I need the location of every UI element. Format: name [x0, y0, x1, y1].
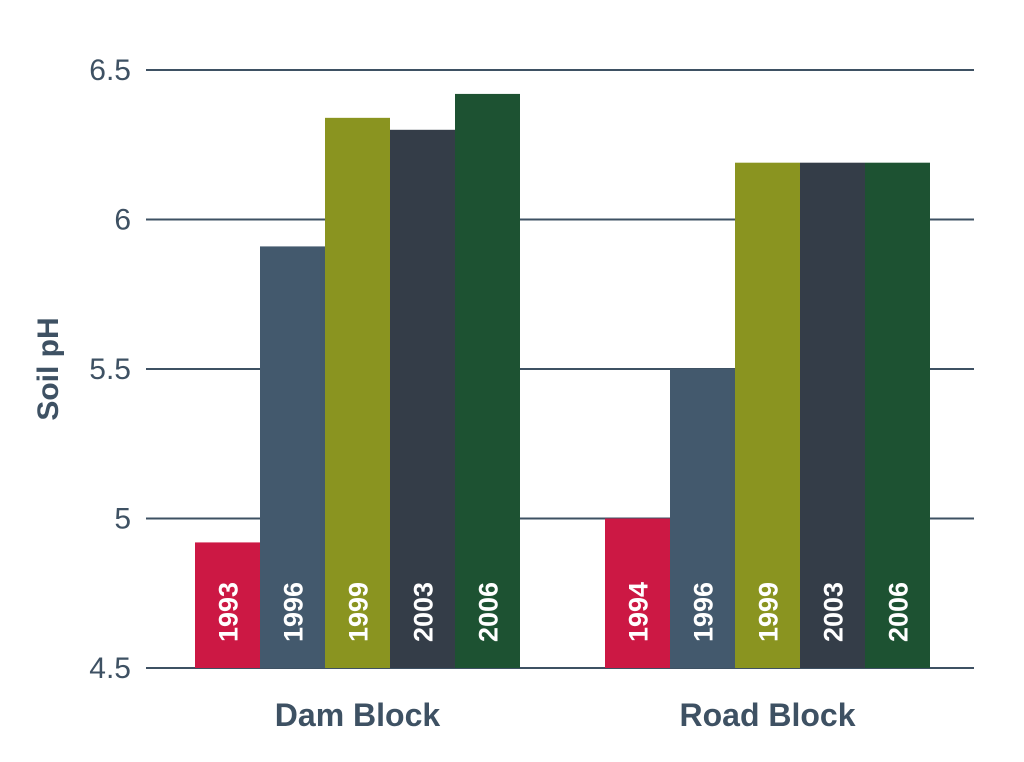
- bar-2006: [865, 162, 930, 668]
- bar-year-label: 2003: [819, 582, 849, 642]
- bar-year-label: 1993: [214, 582, 244, 642]
- bars: 1993 1996 1999 2003 2006 1994 1996 1999 2003 2006: [195, 93, 930, 669]
- y-axis-title: Soil pH: [32, 317, 65, 420]
- x-category-label: Dam Block: [275, 697, 441, 733]
- bar-1996: [260, 246, 325, 668]
- bar-year-label: 1996: [689, 582, 719, 642]
- bar-1994: [605, 518, 670, 668]
- bar-year-label: 1999: [754, 582, 784, 642]
- y-tick-label: 5: [114, 503, 131, 536]
- y-tick-label: 4.5: [89, 652, 131, 685]
- y-tick-label: 6: [114, 204, 131, 237]
- bar-1993: [195, 542, 260, 668]
- bar-year-label: 2006: [474, 582, 504, 642]
- bar-1999: [735, 162, 800, 668]
- bar-2003: [800, 162, 865, 668]
- bar-1996: [670, 369, 735, 668]
- bar-year-label: 2006: [884, 582, 914, 642]
- y-tick-label: 6.5: [89, 54, 131, 87]
- bar-year-label: 1994: [624, 582, 654, 642]
- bar-year-label: 1996: [279, 582, 309, 642]
- bar-year-label: 2003: [409, 582, 439, 642]
- y-tick-label: 5.5: [89, 353, 131, 386]
- bar-year-label: 1999: [344, 582, 374, 642]
- x-axis-categories: Dam Block Road Block: [275, 697, 856, 733]
- bar-2003: [390, 129, 455, 669]
- bar-2006: [455, 93, 520, 669]
- bar-1999: [325, 117, 390, 669]
- x-category-label: Road Block: [679, 697, 855, 733]
- y-axis-ticks: 4.5 5 5.5 6 6.5: [89, 54, 131, 685]
